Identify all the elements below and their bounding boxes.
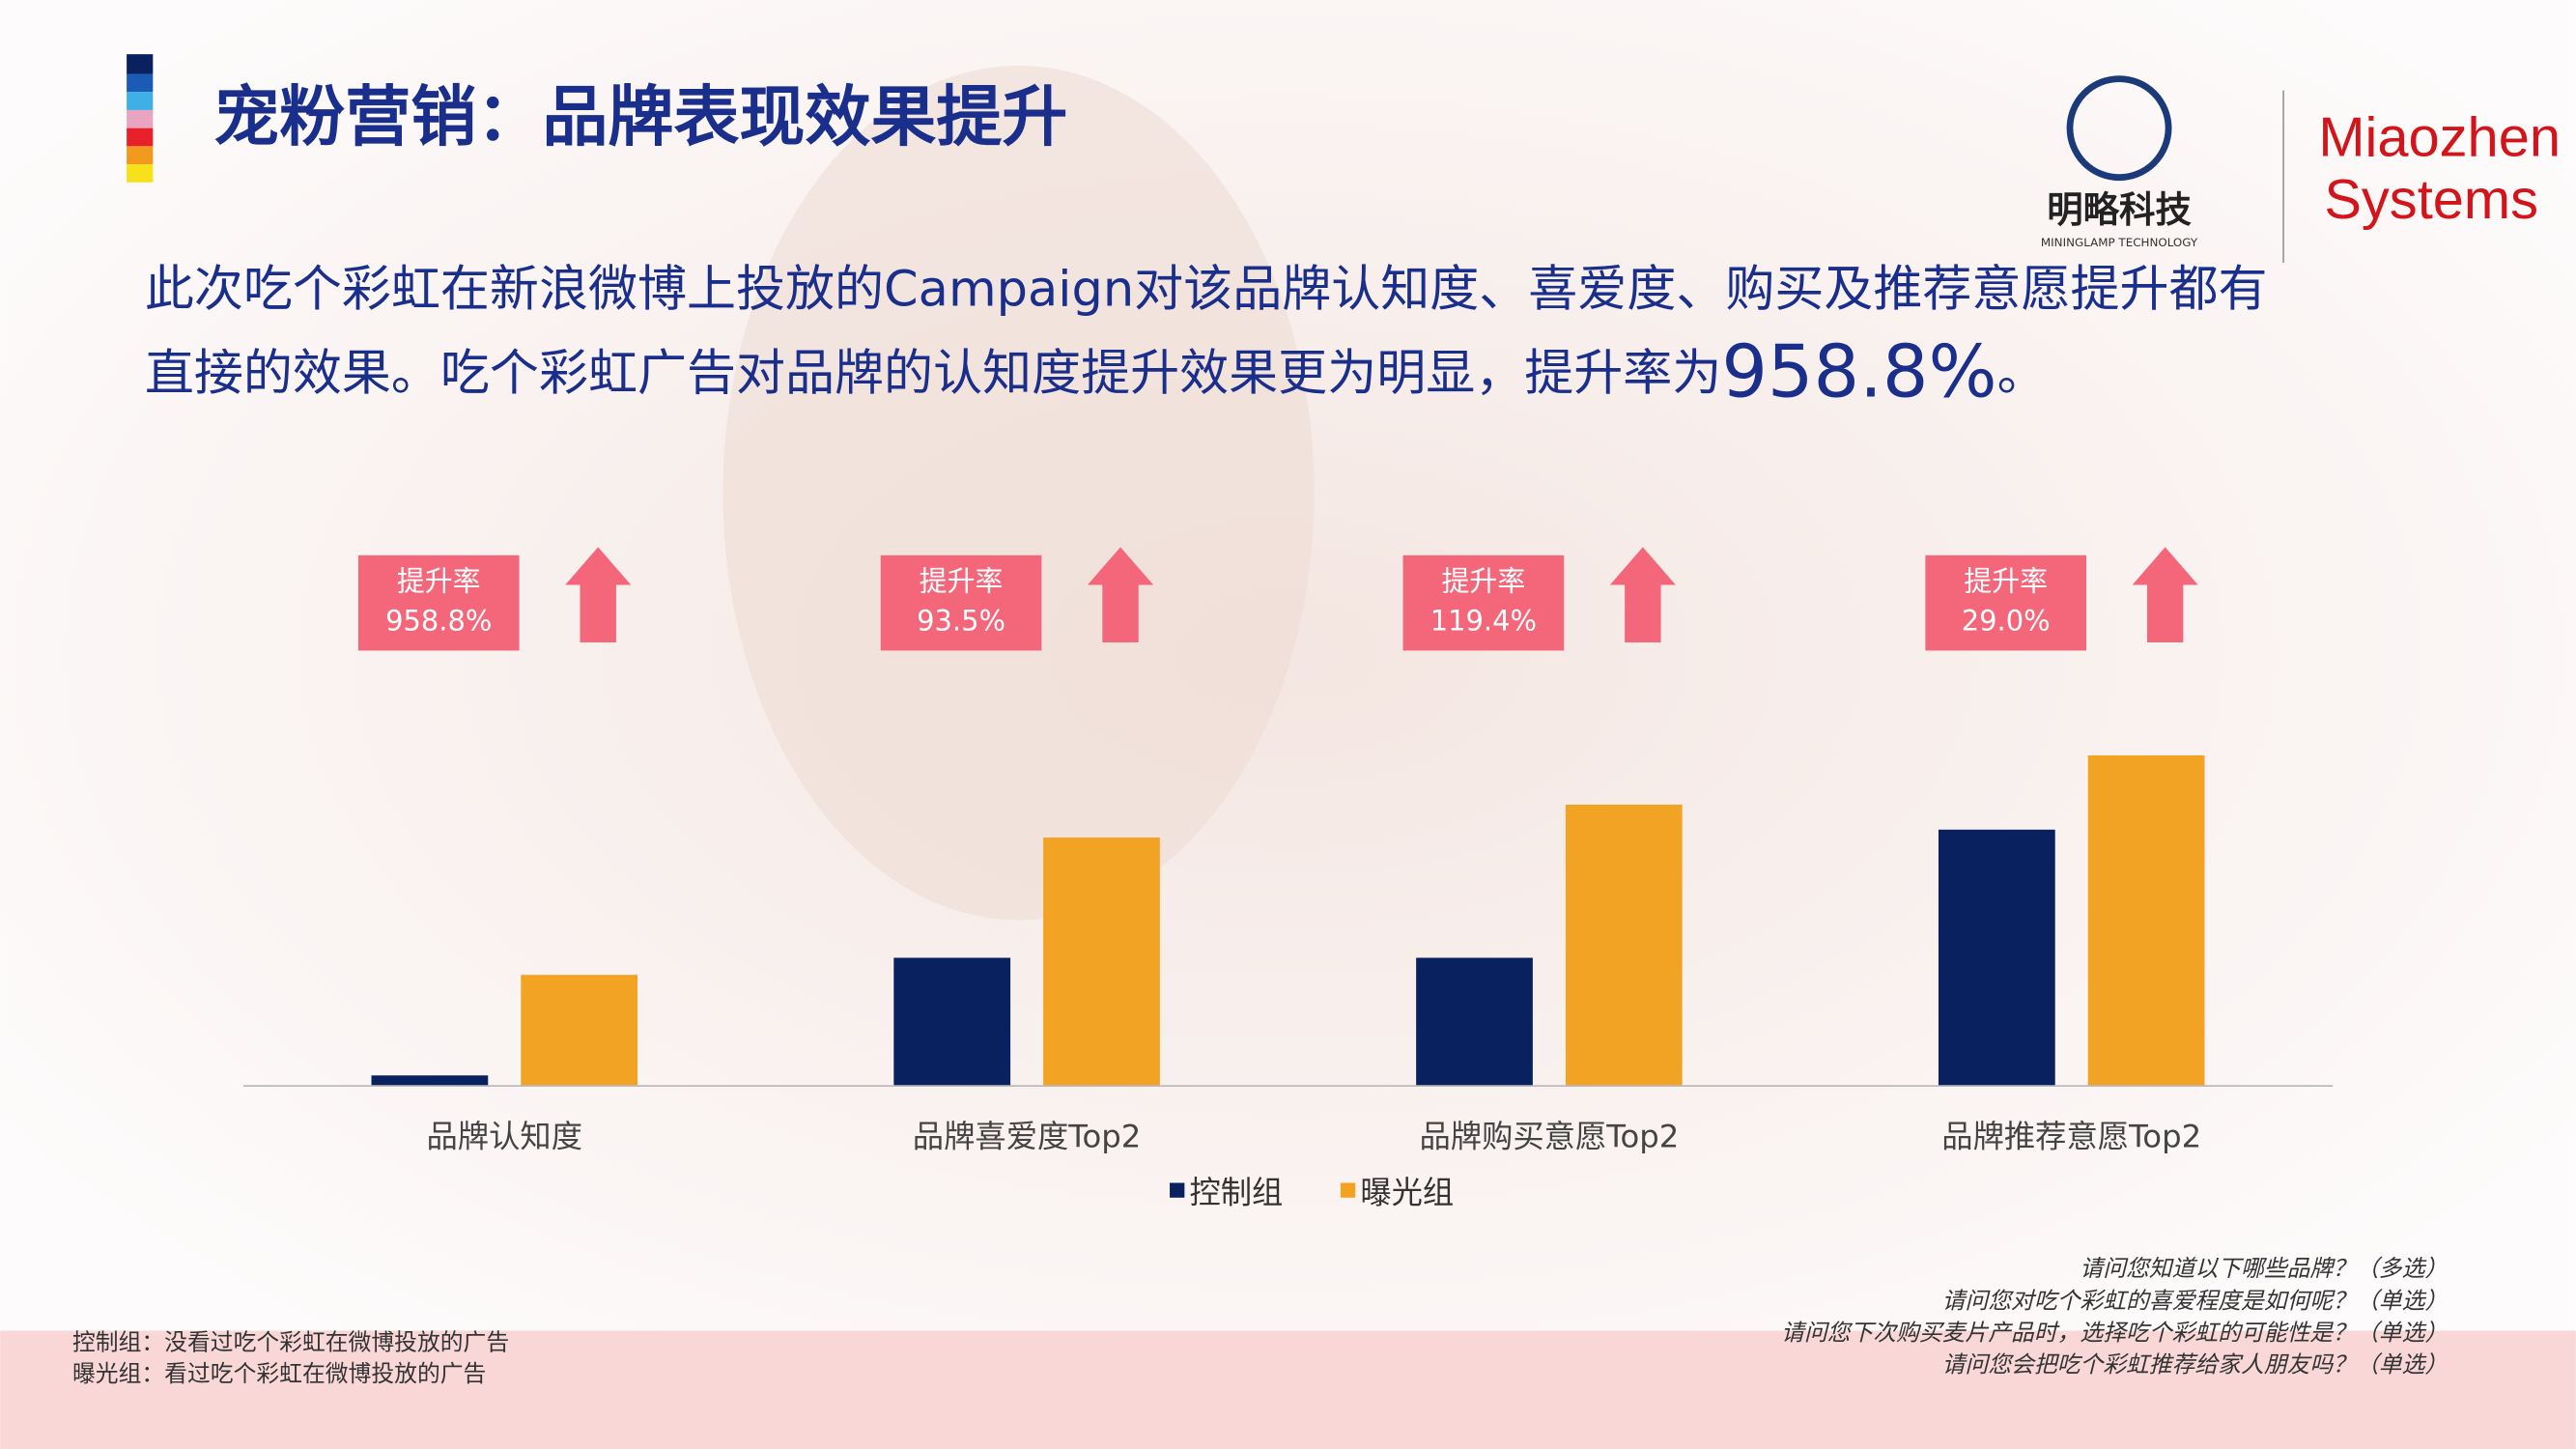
lift-arrow [2132, 547, 2198, 642]
logo-subtext: MININGLAMP TECHNOLOGY [2041, 236, 2198, 249]
lift-box [1402, 554, 1565, 651]
description: 直接的效果。吃个彩虹广告对品牌的认知度提升效果更为明显，提升率为958.8%。 [145, 329, 2047, 413]
logo-text: Miaozhen [2318, 107, 2561, 169]
lift-value: 958.8% [385, 605, 492, 638]
question-note: 请问您会把吃个彩虹推荐给家人朋友吗？（单选） [1942, 1351, 2449, 1378]
question-note: 请问您下次购买麦片产品时，选择吃个彩虹的可能性是？（单选） [1781, 1319, 2448, 1346]
bar [1043, 838, 1160, 1087]
lift-arrow [1088, 547, 1154, 642]
bottom-band [0, 1330, 2576, 1449]
x-tick-label: 品牌购买意愿Top2 [1419, 1119, 1679, 1155]
lift-label: 提升率 [1442, 565, 1526, 598]
bar [1938, 829, 2055, 1087]
logo-mark [2066, 75, 2172, 182]
lift-arrow [1609, 547, 1676, 642]
bar [1565, 804, 1683, 1087]
description: 此次吃个彩虹在新浪微博上投放的Campaign对该品牌认知度、喜爱度、购买及推荐… [145, 262, 2268, 319]
description-text: 。 [1997, 345, 2047, 402]
bar [371, 1075, 489, 1087]
footnote: 曝光组：看过吃个彩虹在微博投放的广告 [72, 1360, 486, 1387]
color-strip [127, 54, 154, 183]
legend-swatch [1340, 1182, 1356, 1198]
description-highlight: 958.8% [1721, 329, 1996, 413]
footnote: 控制组：没看过吃个彩虹在微博投放的广告 [72, 1329, 509, 1356]
lift-value: 93.5% [917, 605, 1005, 638]
chart: 品牌认知度 提升率 958.8% 品牌喜爱度Top2 提升率 93.5% 品牌购买意愿Top… [242, 547, 2334, 1210]
lift-box [880, 554, 1042, 651]
x-tick-label: 品牌推荐意愿Top2 [1941, 1119, 2201, 1155]
lift-label: 提升率 [920, 565, 1004, 598]
x-tick-label: 品牌认知度 [427, 1119, 583, 1155]
lift-box [1925, 554, 2087, 651]
question-note: 请问您对吃个彩虹的喜爱程度是如何呢？（单选） [1942, 1287, 2449, 1314]
logo-text: 明略科技 [2047, 188, 2192, 231]
lift-value: 119.4% [1430, 605, 1537, 638]
bar [893, 957, 1011, 1087]
lift-box [357, 554, 520, 651]
x-tick-label: 品牌喜爱度Top2 [913, 1119, 1142, 1155]
lift-arrow [565, 547, 632, 642]
question-note: 请问您知道以下哪些品牌？（多选） [2080, 1255, 2448, 1282]
bar [2087, 754, 2205, 1087]
slide-title: 宠粉营销：品牌表现效果提升 [213, 79, 1067, 156]
lift-label: 提升率 [397, 565, 481, 598]
logos: 明略科技 MININGLAMP TECHNOLOGY Miaozhen Syst… [2041, 75, 2561, 264]
legend-label: 控制组 [1189, 1174, 1283, 1210]
bar [521, 975, 638, 1087]
bar [1416, 957, 1533, 1087]
lift-value: 29.0% [1962, 605, 2051, 638]
logo-text: Systems [2324, 169, 2538, 231]
legend-label: 曝光组 [1360, 1174, 1454, 1210]
lift-label: 提升率 [1964, 565, 2048, 598]
legend-swatch [1170, 1182, 1185, 1198]
description-text: 直接的效果。吃个彩虹广告对品牌的认知度提升效果更为明显，提升率为 [145, 345, 1721, 402]
photo-shade [722, 66, 1315, 921]
